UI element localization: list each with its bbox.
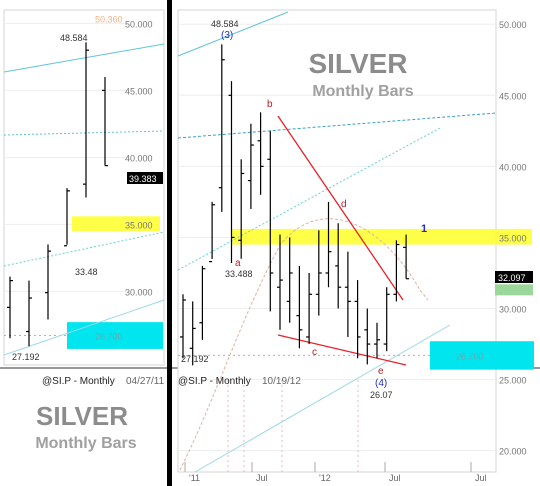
- left-symbol-label: @SI.P - Monthly: [42, 376, 115, 387]
- ohlc-bar: [344, 251, 351, 337]
- ohlc-bar: [45, 244, 51, 320]
- ohlc-bar: [83, 42, 89, 198]
- annotation-high: 48.584: [60, 33, 88, 43]
- ohlc-bar: [218, 44, 225, 212]
- lower-channel-line: [177, 127, 441, 271]
- y-tick-label: 40.000: [125, 153, 153, 163]
- y-tick-label: 20.000: [499, 447, 527, 457]
- price-marker-label: 50.360: [95, 15, 123, 25]
- resistance-zone-35: [232, 228, 532, 245]
- last-price-box: [495, 271, 533, 283]
- annotation-33488: 33.488: [225, 269, 253, 279]
- y-tick-label: 40.000: [499, 162, 527, 172]
- support-zone-26700: [67, 322, 163, 349]
- x-tick-label: Jul: [256, 473, 268, 483]
- x-tick-label: Jul: [475, 473, 487, 483]
- ohlc-bar: [306, 272, 313, 345]
- annotation-low: 27.192: [12, 352, 40, 362]
- support-zone-26700: [430, 341, 534, 370]
- ohlc-bar: [393, 240, 400, 302]
- mid-channel-line: [3, 130, 165, 136]
- triangle-upper-line: [277, 115, 404, 301]
- ohlc-bar: [64, 188, 70, 247]
- last-price-label: 32.097: [498, 273, 526, 283]
- ohlc-bar: [286, 237, 293, 323]
- annotation-high: 48.584: [211, 19, 239, 29]
- x-tick-label: Jul: [389, 473, 401, 483]
- ohlc-bar: [199, 265, 206, 340]
- y-tick-label: 35.000: [499, 233, 527, 243]
- annotation-wave-1: 1: [421, 223, 427, 235]
- ohlc-bar: [335, 223, 342, 309]
- ohlc-bar: [257, 112, 264, 195]
- annotation-b: b: [267, 99, 273, 110]
- ohlc-bar: [354, 280, 361, 359]
- ohlc-bar: [189, 301, 196, 366]
- annotation-low-a: 33.48: [75, 267, 98, 277]
- y-tick-label: 50.000: [125, 19, 153, 29]
- ohlc-bar: [403, 234, 410, 280]
- price-marker-label: 26.700: [456, 351, 484, 361]
- vertical-separator: [167, 0, 172, 486]
- ohlc-bar: [228, 81, 235, 264]
- ohlc-bar: [296, 265, 303, 349]
- ohlc-bar: [364, 308, 371, 365]
- left-subtitle: Monthly Bars: [35, 435, 136, 452]
- annotation-d: d: [341, 199, 347, 210]
- y-tick-label: 45.000: [499, 91, 527, 101]
- x-tick-label: '12: [319, 473, 331, 483]
- right-symbol-label: @SI.P - Monthly: [178, 376, 251, 387]
- ohlc-bar: [238, 159, 245, 259]
- y-tick-label: 50.000: [499, 20, 527, 30]
- support-trend-line: [3, 299, 165, 356]
- annotation-27192: 27.192: [181, 354, 209, 364]
- last-price-box: [127, 172, 163, 184]
- ohlc-bar: [7, 276, 13, 339]
- y-tick-label: 45.000: [125, 86, 153, 96]
- left-date-label: 04/27/11: [126, 376, 165, 387]
- last-price-label: 39.383: [129, 174, 157, 184]
- right-date-label: 10/19/12: [262, 376, 301, 387]
- x-tick-label: '11: [189, 473, 200, 483]
- y-tick-label: 25.000: [499, 376, 527, 386]
- annotation-wave-3: (3): [221, 30, 233, 41]
- left-panel: 50.360 26.700 30.000 35.000 40.000 45.000 50.…: [3, 9, 165, 366]
- lower-channel-line: [3, 231, 165, 267]
- annotation-a: a: [235, 258, 241, 269]
- ohlc-bar: [277, 234, 283, 330]
- ohlc-bar: [247, 123, 254, 210]
- price-marker-label: 26.700: [95, 332, 123, 342]
- y-tick-label: 30.000: [499, 305, 527, 315]
- support-trend-line: [194, 324, 451, 473]
- ohlc-bar: [383, 287, 390, 352]
- y-tick-label: 30.000: [125, 287, 153, 297]
- y-tick-label: 35.000: [125, 220, 153, 230]
- ohlc-bar: [102, 76, 108, 167]
- ohlc-bar: [26, 280, 32, 347]
- left-title: SILVER: [36, 401, 128, 431]
- ohlc-bar: [374, 322, 380, 359]
- ohlc-bar: [315, 230, 322, 316]
- price-marker-box: [495, 284, 533, 296]
- annotation-2607: 26.07: [370, 390, 393, 400]
- resistance-zone-35: [72, 216, 160, 232]
- mid-channel-line: [177, 112, 497, 139]
- ohlc-bar: [180, 294, 186, 359]
- annotation-e: e: [378, 366, 384, 377]
- upper-channel-line: [3, 43, 165, 73]
- upper-channel-line: [177, 11, 289, 57]
- ohlc-bar: [325, 201, 332, 288]
- ohlc-bar: [209, 201, 216, 263]
- annotation-c: c: [312, 347, 317, 358]
- annotation-wave-4: (4): [375, 378, 387, 389]
- right-subtitle: Monthly Bars: [312, 83, 413, 100]
- right-title: SILVER: [308, 48, 407, 79]
- ohlc-bar: [267, 130, 274, 312]
- right-panel: 31.34926.700 20.00025.00030.00035.00040.…: [177, 9, 534, 483]
